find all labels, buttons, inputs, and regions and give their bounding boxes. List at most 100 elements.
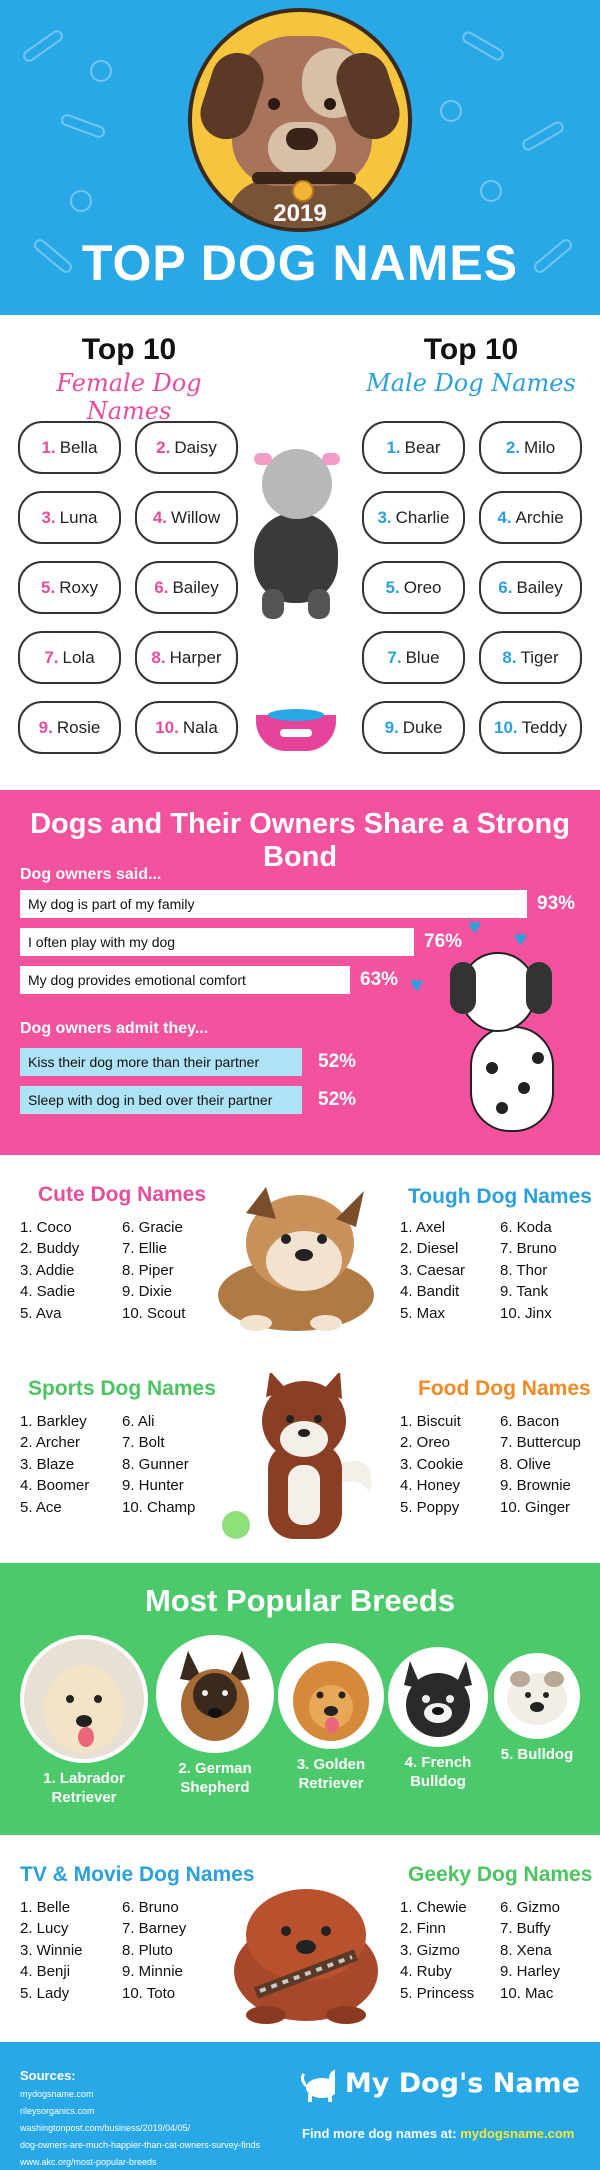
paw-pattern-icon: [440, 100, 462, 122]
name-tag: 8. Tiger: [479, 631, 582, 684]
golden-retriever-photo: [278, 1643, 384, 1749]
name-tag: 6. Bailey: [135, 561, 238, 614]
shiba-puppy-illustration: [222, 1373, 372, 1539]
brand-logo: My Dog's Name: [300, 2064, 580, 2102]
dog-bowl-icon: [256, 709, 336, 751]
stat-row: My dog is part of my family 93%: [20, 890, 575, 918]
poodle-illustration: [240, 449, 360, 619]
breed-card: 4. French Bulldog: [388, 1647, 488, 1791]
brand-name: My Dog's Name: [344, 2067, 580, 2099]
geeky-names-col-1: 1. Chewie 2. Finn 3. Gizmo 4. Ruby 5. Prince…: [400, 1899, 475, 2002]
stat-bar: My dog provides emotional comfort: [20, 966, 350, 994]
name-tag: 2. Milo: [479, 421, 582, 474]
stat-row: My dog provides emotional comfort 63%: [20, 966, 398, 994]
breeds-title: Most Popular Breeds: [144, 1583, 456, 1618]
cute-names-title: Cute Dog Names: [38, 1183, 207, 1206]
name-tag: 7. Blue: [362, 631, 465, 684]
stat-bar: My dog is part of my family: [20, 890, 527, 918]
owners-admit-label: Dog owners admit they...: [20, 1020, 209, 1037]
labrador-photo: [20, 1635, 148, 1763]
geeky-names-col-2: 6. Gizmo 7. Buffy 8. Xena 9. Harley 10. Mac: [500, 1899, 561, 2002]
name-tag: 10. Nala: [135, 701, 238, 754]
mydogsname-link[interactable]: mydogsname.com: [460, 2126, 575, 2141]
bone-pattern-icon: [59, 112, 107, 140]
stat-row: Kiss their dog more than their partner 5…: [20, 1048, 356, 1076]
name-tag: 5. Oreo: [362, 561, 465, 614]
bone-pattern-icon: [460, 29, 506, 63]
name-tag: 4. Archie: [479, 491, 582, 544]
sports-names-col-1: 1. Barkley 2. Archer 3. Blaze 4. Boomer 5. A…: [20, 1413, 90, 1516]
bone-pattern-icon: [20, 27, 66, 65]
stat-bar: I often play with my dog: [20, 928, 414, 956]
male-names-grid: 1. Bear 2. Milo 3. Charlie 4. Archie 5. Oreo …: [362, 421, 592, 754]
tv-movie-names-col-1: 1. Belle 2. Lucy 3. Winnie 4. Benji 5. Lady: [20, 1899, 83, 2002]
stat-percent: 52%: [318, 1089, 357, 1110]
stat-row: Sleep with dog in bed over their partner…: [20, 1086, 356, 1114]
tough-names-col-1: 1. Axel 2. Diesel 3. Caesar 4. Bandit 5. Max: [400, 1219, 466, 1322]
source-link[interactable]: washingtonpost.com/business/2019/04/05/: [20, 2123, 191, 2133]
source-link[interactable]: rileysorganics.com: [20, 2106, 95, 2116]
stat-row: I often play with my dog 76%: [20, 928, 462, 956]
tv-movie-names-col-2: 6. Bruno 7. Barney 8. Pluto 9. Minnie 10. To…: [122, 1899, 187, 2002]
owners-said-label: Dog owners said...: [20, 866, 162, 883]
name-tag: 2. Daisy: [135, 421, 238, 474]
name-tag: 8. Harper: [135, 631, 238, 684]
food-names-title: Food Dog Names: [418, 1377, 591, 1400]
page-title: TOP DOG NAMES: [81, 235, 519, 291]
stat-percent: 93%: [537, 893, 576, 914]
name-tag: 7. Lola: [18, 631, 121, 684]
name-lists-section: Cute Dog Names 1. Coco 2. Buddy 3. Addie 4.…: [0, 1155, 600, 1563]
name-tag: 1. Bear: [362, 421, 465, 474]
bond-title: Dogs and Their Owners Share a Strong Bon…: [30, 808, 570, 873]
source-link[interactable]: www.akc.org/most-popular-breeds: [20, 2157, 157, 2167]
heart-icon: ♥: [468, 914, 482, 939]
food-names-col-2: 6. Bacon 7. Buttercup 8. Olive 9. Brownie 10…: [500, 1413, 581, 1516]
popular-breeds-section: Most Popular Breeds 1. Labrador Retriever…: [0, 1563, 600, 1835]
stat-bar: Kiss their dog more than their partner: [20, 1048, 302, 1076]
dog-logo-icon: [300, 2069, 335, 2102]
top-10-section: Top 10 Female Dog Names Top 10 Male Dog …: [0, 315, 600, 790]
heart-icon: ♥: [514, 926, 528, 951]
name-tag: 9. Rosie: [18, 701, 121, 754]
bulldog-puppy-illustration: [218, 1187, 374, 1331]
geeky-names-title: Geeky Dog Names: [408, 1863, 593, 1886]
name-tag: 5. Roxy: [18, 561, 121, 614]
name-tag: 3. Luna: [18, 491, 121, 544]
paw-pattern-icon: [70, 190, 92, 212]
stat-percent: 52%: [318, 1051, 357, 1072]
sports-names-title: Sports Dog Names: [28, 1377, 216, 1400]
breed-card: 5. Bulldog: [494, 1653, 580, 1764]
tough-names-col-2: 6. Koda 7. Bruno 8. Thor 9. Tank 10. Jinx: [500, 1219, 557, 1322]
chow-puppy-illustration: [234, 1889, 378, 2024]
name-tag: 10. Teddy: [479, 701, 582, 754]
bone-pattern-icon: [520, 119, 566, 153]
stat-percent: 63%: [360, 969, 399, 990]
source-link[interactable]: dog-owners-are-much-happier-than-cat-own…: [20, 2140, 261, 2150]
french-bulldog-photo: [388, 1647, 488, 1747]
heart-icon: ♥: [410, 972, 424, 997]
source-link[interactable]: mydogsname.com: [20, 2089, 94, 2099]
female-names-grid: 1. Bella 2. Daisy 3. Luna 4. Willow 5. Roxy 6…: [18, 421, 248, 754]
year-label: 2019: [273, 200, 327, 227]
bulldog-photo: [494, 1653, 580, 1739]
paw-pattern-icon: [480, 180, 502, 202]
food-names-col-1: 1. Biscuit 2. Oreo 3. Cookie 4. Honey 5. Pop…: [400, 1413, 464, 1516]
name-tag: 9. Duke: [362, 701, 465, 754]
bond-section: Dogs and Their Owners Share a Strong Bon…: [0, 790, 600, 1155]
dalmatian-illustration: [446, 952, 582, 1140]
footer: Sources: mydogsname.com rileysorganics.c…: [0, 2042, 600, 2170]
female-heading: Top 10 Female Dog Names: [56, 333, 202, 425]
find-more-text: Find more dog names at: mydogsname.com: [302, 2126, 575, 2141]
breed-card: 1. Labrador Retriever: [20, 1635, 148, 1807]
paw-pattern-icon: [90, 60, 112, 82]
name-tag: 4. Willow: [135, 491, 238, 544]
sources-label: Sources:: [20, 2068, 76, 2083]
male-heading: Top 10 Male Dog Names: [366, 333, 576, 397]
name-tag: 6. Bailey: [479, 561, 582, 614]
cute-names-col-2: 6. Gracie 7. Ellie 8. Piper 9. Dixie 10. Sco…: [122, 1219, 186, 1322]
sources-list: mydogsname.com rileysorganics.com washin…: [20, 2086, 260, 2170]
pug-badge-illustration: 2019: [188, 8, 412, 232]
stat-bar: Sleep with dog in bed over their partner: [20, 1086, 302, 1114]
name-tag: 3. Charlie: [362, 491, 465, 544]
